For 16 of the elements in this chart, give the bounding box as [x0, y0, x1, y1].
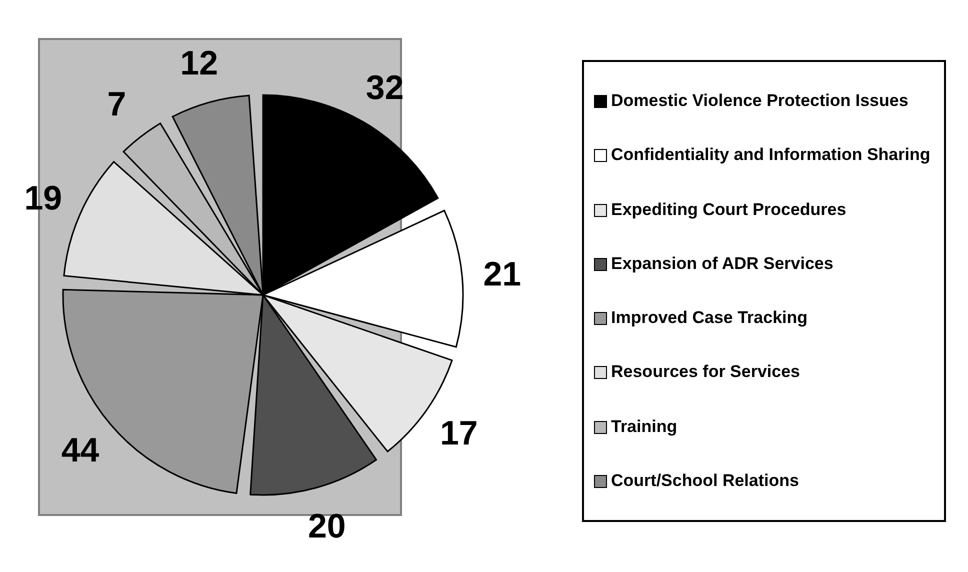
- legend-label: Court/School Relations: [611, 470, 799, 491]
- legend-label: Domestic Violence Protection Issues: [611, 91, 908, 112]
- data-label: 32: [366, 69, 404, 108]
- data-label: 19: [24, 180, 62, 218]
- legend-label: Confidentiality and Information Sharing: [611, 145, 930, 166]
- legend-label: Training: [611, 416, 678, 437]
- data-label: 17: [440, 414, 478, 453]
- data-label: 44: [61, 432, 100, 470]
- legend-label: Expediting Court Procedures: [611, 200, 846, 220]
- data-label: 20: [308, 507, 346, 546]
- legend-label: Resources for Services: [611, 362, 800, 382]
- data-label: 12: [180, 44, 218, 83]
- legend-label: Improved Case Tracking: [611, 308, 808, 328]
- data-label: 7: [107, 86, 126, 124]
- data-label: 21: [483, 255, 522, 294]
- legend-label: Expansion of ADR Services: [611, 254, 834, 274]
